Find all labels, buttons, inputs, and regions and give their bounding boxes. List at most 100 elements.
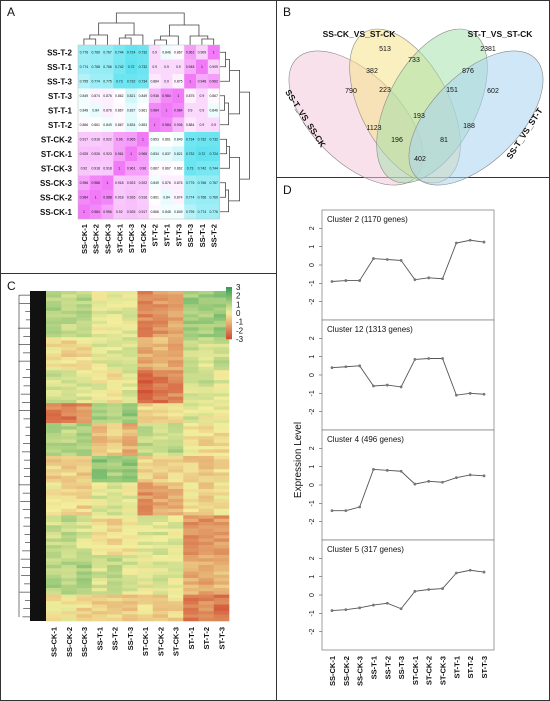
column-label: SS-T-3 [186, 224, 195, 247]
expression-cell [198, 426, 215, 430]
cell-value-label: 0.861 [162, 138, 171, 142]
expression-cell [213, 541, 230, 546]
data-point [358, 505, 362, 509]
expression-cell [91, 561, 108, 566]
expression-cell [46, 545, 62, 549]
heatmap-cell [89, 132, 102, 147]
expression-cell [152, 383, 169, 387]
expression-cell [137, 320, 154, 325]
expression-cell [213, 548, 230, 552]
cell-value-label: 0.732 [139, 51, 148, 55]
expression-cell [213, 545, 230, 549]
heatmap-cell [160, 175, 173, 191]
expression-cell [76, 432, 93, 437]
data-point [441, 357, 444, 360]
cell-value-label: 0.9 [152, 65, 157, 69]
expression-cell [91, 314, 108, 318]
expression-cell [168, 350, 184, 354]
expression-cell [137, 558, 154, 562]
expression-cell [198, 294, 215, 298]
expression-cell [122, 512, 138, 516]
expression-cell [183, 353, 199, 358]
expression-cell [213, 291, 230, 295]
expression-cell [183, 317, 199, 321]
expression-cell [91, 419, 108, 424]
data-point [358, 364, 362, 368]
expression-cell [76, 555, 93, 559]
scale-step [226, 328, 232, 331]
expression-cell [213, 403, 230, 407]
data-point [385, 601, 389, 605]
expression-cell [168, 333, 184, 338]
expression-cell [91, 614, 108, 618]
expression-cell [107, 317, 123, 321]
expression-cell [107, 310, 123, 315]
expression-cell [76, 343, 93, 348]
expression-cell [137, 324, 154, 328]
heatmap-cell [184, 59, 197, 75]
cluster-title: Cluster 5 (317 genes) [327, 545, 404, 554]
expression-cell [198, 617, 215, 622]
expression-cell [61, 373, 77, 378]
expression-cell [168, 545, 184, 549]
expression-cell [122, 459, 138, 463]
row-label: SS-T-2 [47, 48, 72, 57]
expression-cell [107, 538, 123, 543]
cell-value-label: 0.732 [139, 65, 148, 69]
expression-cell [76, 330, 93, 335]
expression-cell [198, 607, 215, 612]
cell-value-label: 0.948 [186, 65, 195, 69]
expression-cell [183, 518, 199, 523]
expression-cell [152, 512, 169, 516]
expression-cell [137, 310, 154, 315]
expression-cell [152, 515, 169, 519]
expression-cell [46, 406, 62, 411]
cell-value-label: 0.926 [91, 152, 100, 156]
expression-cell [183, 548, 199, 552]
expression-cell [91, 551, 108, 556]
expression-cell [137, 432, 154, 437]
cell-value-label: 0.875 [186, 94, 195, 98]
data-point [482, 474, 486, 478]
expression-cell [76, 304, 93, 308]
expression-cell [213, 366, 230, 371]
data-point [454, 393, 458, 397]
expression-cell [61, 597, 77, 602]
expression-cell [46, 512, 62, 516]
expression-cell [122, 561, 138, 566]
venn-count: 602 [487, 88, 499, 95]
y-tick-label: 0 [309, 263, 316, 267]
expression-cell [122, 588, 138, 592]
cell-value-label: 0.956 [103, 210, 112, 214]
expression-cell [122, 472, 138, 477]
expression-cell [198, 307, 215, 312]
expression-cell [198, 492, 215, 496]
heatmap-cell [125, 88, 138, 104]
expression-cell [61, 314, 77, 318]
expression-cell [198, 446, 215, 450]
expression-cell [152, 370, 169, 374]
venn-count: 402 [414, 156, 426, 163]
expression-cell [168, 320, 184, 325]
expression-cell [213, 528, 230, 533]
expression-cell [152, 522, 169, 526]
heatmap-cell [148, 204, 161, 220]
expression-cell [61, 330, 77, 335]
expression-cell [91, 393, 108, 397]
expression-cell [107, 558, 123, 562]
cell-value-label: 0.837 [162, 152, 171, 156]
column-label: SS-T-1 [198, 224, 207, 247]
expression-cell [76, 353, 93, 358]
expression-cell [137, 525, 154, 529]
expression-cell [91, 436, 108, 440]
expression-cell [107, 498, 123, 503]
expression-cell [198, 584, 215, 589]
expression-cell [107, 449, 123, 453]
row-dendrogram [219, 51, 250, 213]
expression-cell [107, 611, 123, 615]
expression-cell [122, 333, 138, 338]
expression-cell [183, 495, 199, 500]
expression-cell [213, 330, 230, 335]
expression-cell [152, 340, 169, 345]
expression-cell [198, 508, 215, 513]
